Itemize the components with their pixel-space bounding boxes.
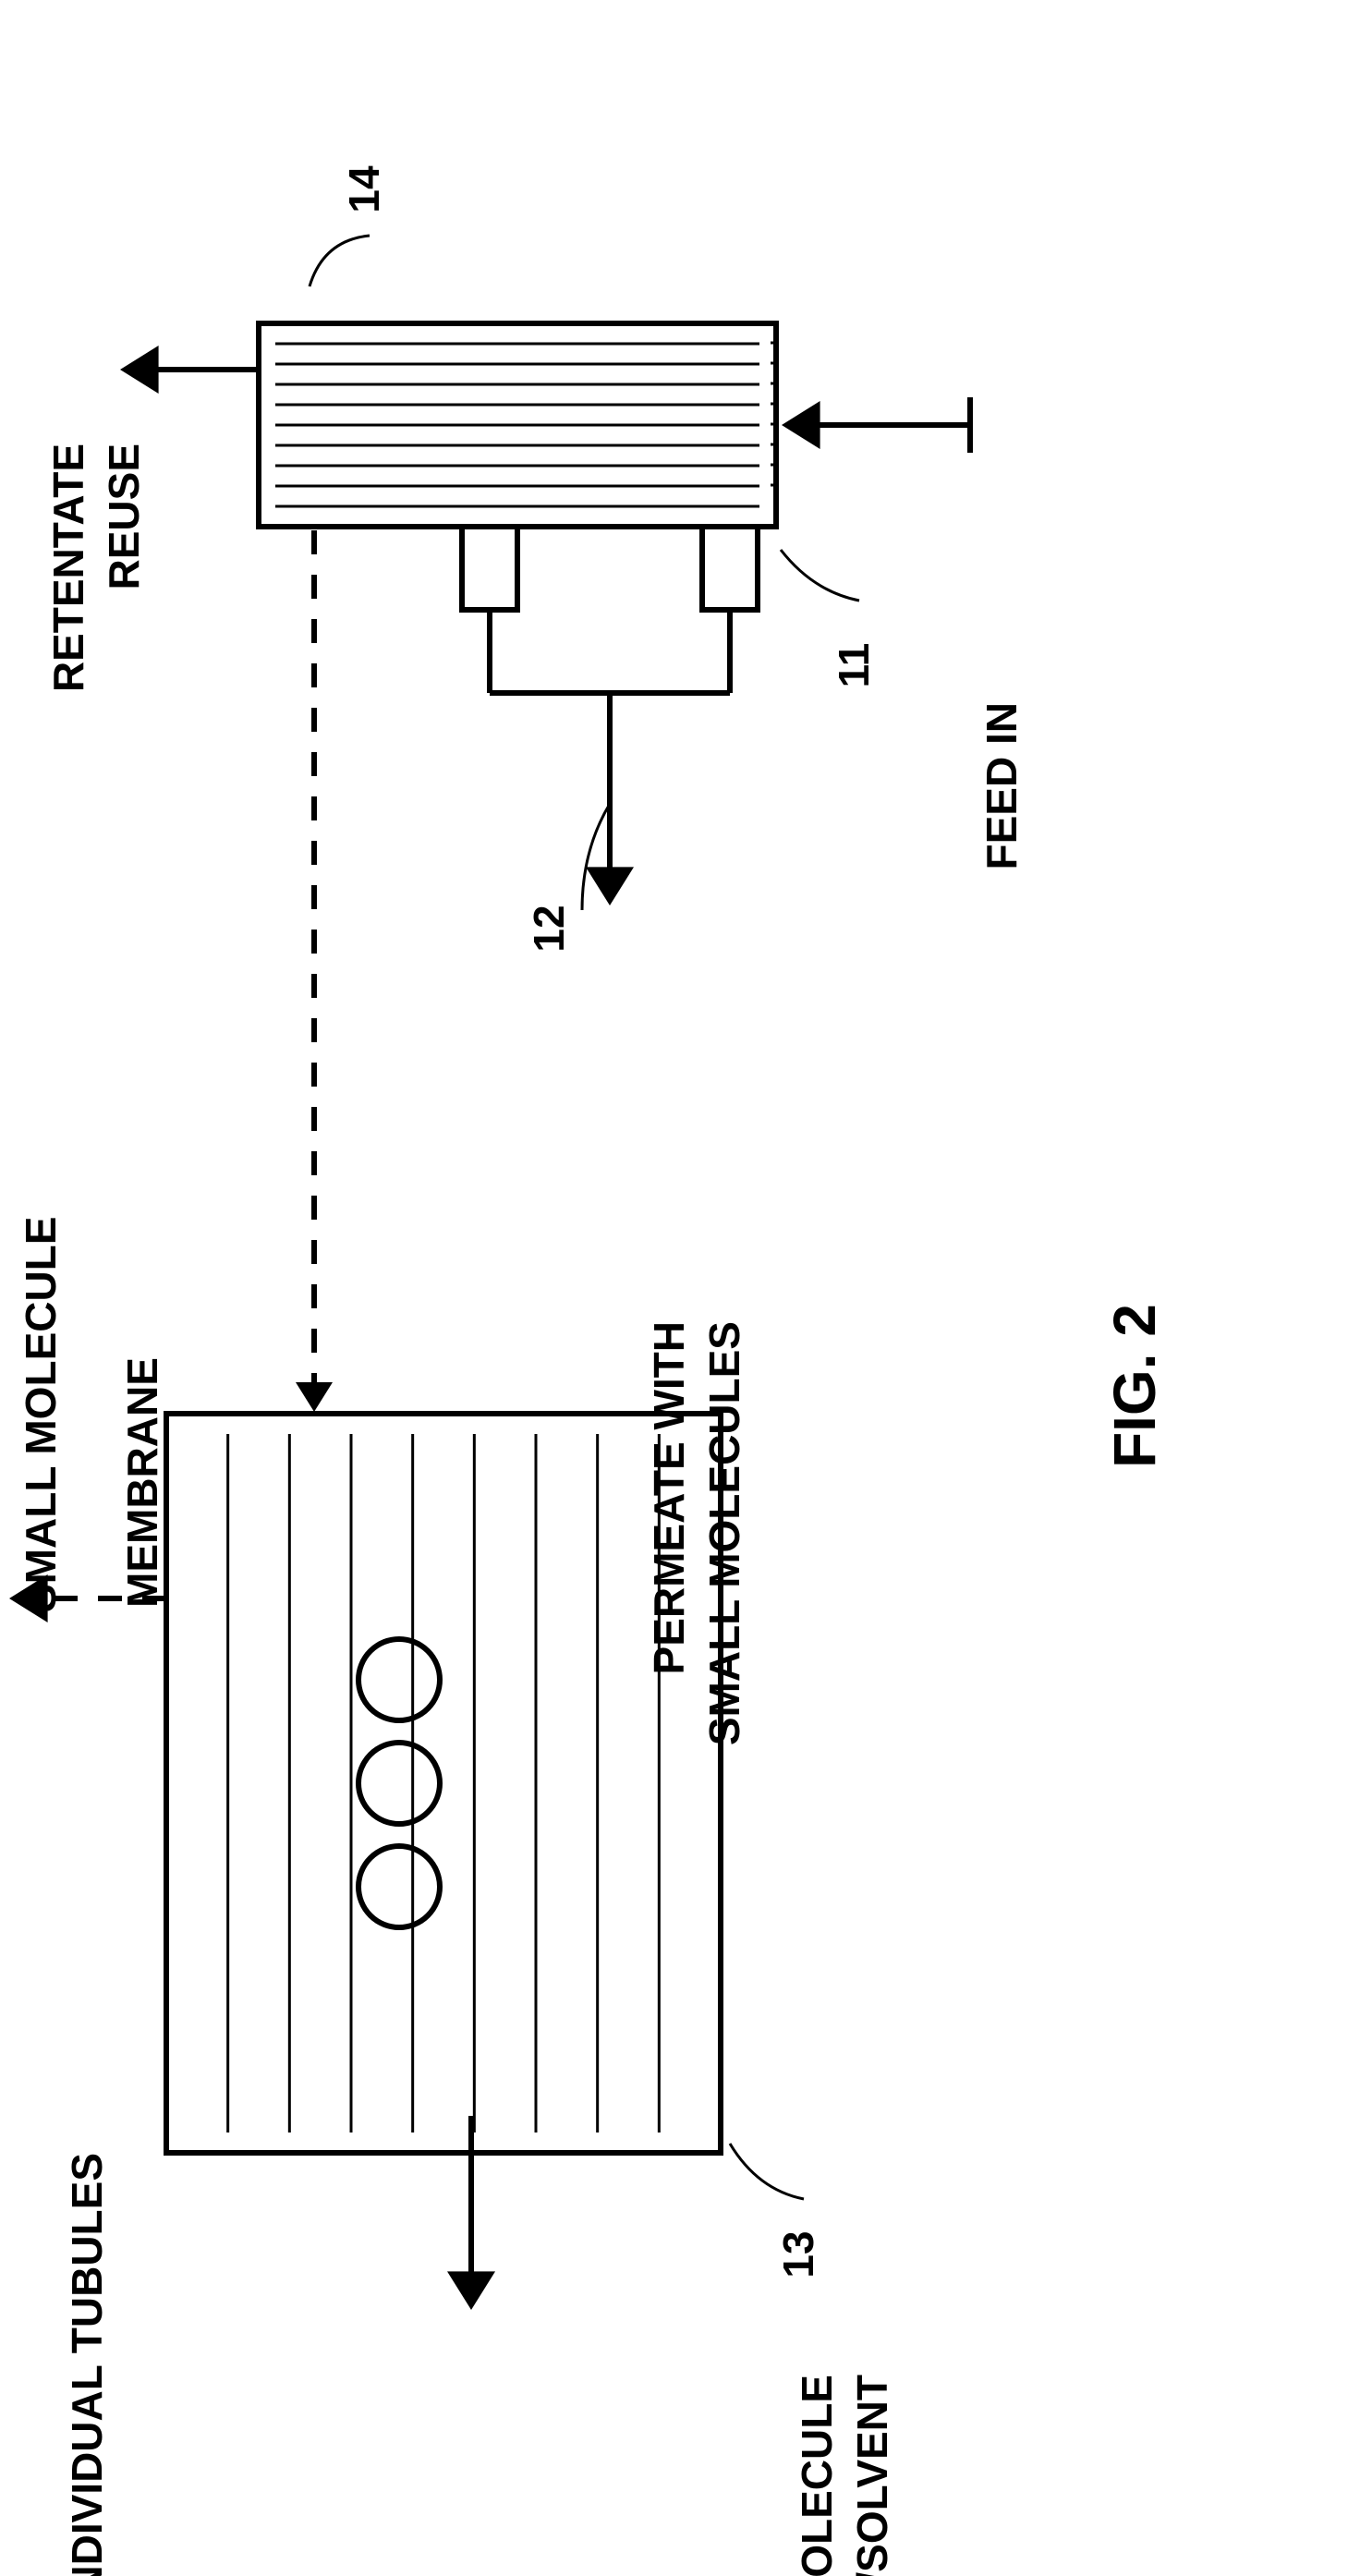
membrane-label: MEMBRANE: [118, 1357, 166, 1608]
retentate-label: RETENTATE: [44, 444, 92, 692]
small-molecule-label: SMALL MOLECULE: [17, 1217, 65, 1612]
large-molecule-l2: WITH WATER/SOLVENT: [848, 2375, 896, 2576]
feed-in-label: FEED IN: [978, 702, 1026, 869]
reuse-label: REUSE: [100, 444, 148, 589]
permeate-label-1: PERMEATE WITH: [645, 1321, 693, 1674]
figure-label: FIG. 2: [1101, 1304, 1168, 1468]
ref-14: 14: [340, 165, 388, 213]
individual-tubules-label: INDIVIDUAL TUBULES: [63, 2153, 111, 2576]
large-molecule-l1: LARGE MOLECULE: [793, 2375, 841, 2576]
ref-12: 12: [525, 905, 573, 952]
ref-13: 13: [774, 2230, 822, 2278]
ref-11: 11: [830, 643, 878, 688]
permeate-label-2: SMALL MOLECULES: [700, 1321, 748, 1745]
